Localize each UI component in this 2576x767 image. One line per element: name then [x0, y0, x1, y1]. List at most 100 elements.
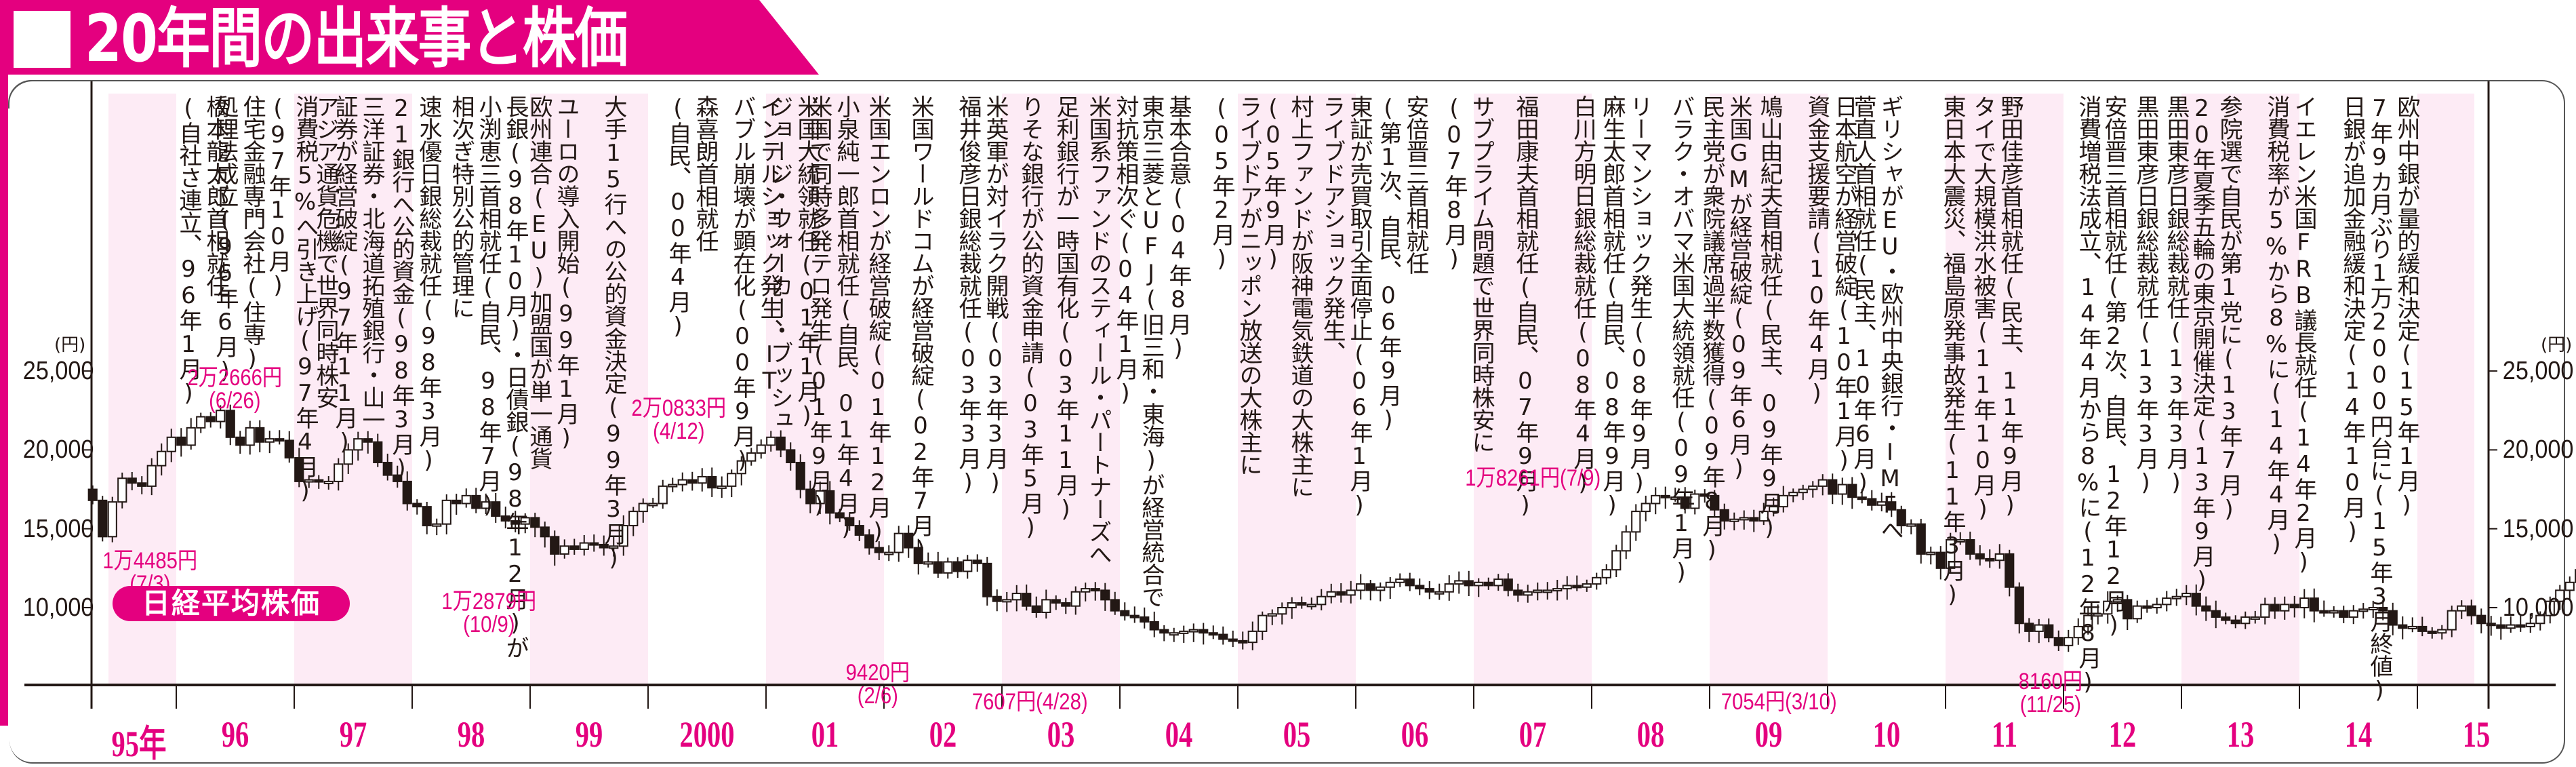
annotation-low02: 9420円 (2/6) — [846, 661, 910, 707]
candle-body — [353, 438, 363, 451]
annotation-value: 9420円 — [845, 660, 910, 686]
candle-body — [1680, 496, 1690, 509]
event-text: 黒田東彦日銀総裁就任(13年3月) — [2132, 95, 2159, 496]
candle-body — [1552, 588, 1563, 592]
candle-body — [874, 547, 884, 553]
candle-body — [540, 526, 550, 538]
candle-body — [1631, 511, 1641, 533]
candle-body — [2191, 593, 2201, 607]
candle-body — [943, 561, 953, 574]
event-line: リーマンショック発生(08年9月) — [1626, 95, 1653, 496]
year-band-2005 — [1238, 94, 1356, 685]
candle-body — [1611, 550, 1622, 571]
candle-body — [2329, 610, 2339, 614]
event-line: 20年夏季五輪の東京開催決定(13年9月) — [2188, 95, 2215, 593]
candle-body — [1120, 610, 1130, 616]
candle-body — [2162, 597, 2172, 606]
candle-body — [727, 473, 737, 487]
candle-body — [1828, 479, 1838, 495]
candle-body — [1287, 602, 1297, 608]
annotation-value: 2万0833円 — [631, 395, 727, 421]
event-line: (05年2月) — [1208, 95, 1235, 272]
event-text: 黒田東彦日銀総裁就任(13年3月) — [2162, 95, 2190, 496]
candle-body — [815, 490, 825, 505]
annotation-high07: 1万8261円(7/9) — [1465, 467, 1601, 490]
candle-body — [1316, 595, 1327, 606]
x-label-07: 07 — [1518, 714, 1547, 755]
candle-body — [1011, 593, 1022, 601]
x-label-99: 99 — [575, 714, 603, 755]
event-line: ジョージ・ウォーカー・ブッシュ — [766, 95, 793, 431]
candle-body — [343, 449, 353, 465]
candle-body — [255, 427, 265, 443]
event-text: 消費増税法成立、14年4月から8%に(12年8月) — [2074, 95, 2101, 695]
candle-body — [717, 485, 727, 489]
candle-body — [117, 477, 127, 503]
candle-body — [963, 559, 973, 572]
candle-body — [1562, 585, 1572, 590]
candle-body — [1699, 493, 1710, 497]
y-tick-right-20000: 20,000 — [2502, 435, 2574, 464]
candle-body — [1729, 518, 1739, 522]
series-legend: 日経平均株価 — [113, 586, 350, 621]
candle-body — [1228, 638, 1238, 642]
candle-body — [992, 595, 1002, 602]
candle-body — [1090, 588, 1100, 592]
candle-body — [1238, 640, 1248, 644]
candle-body — [1474, 581, 1484, 587]
candle-body — [638, 503, 648, 513]
event-line: 欧州連合(EU)加盟国が単一通貨 — [525, 95, 552, 469]
candle-body — [1778, 494, 1788, 508]
event-line: りそな銀行が公的資金申請(03年5月) — [1017, 95, 1044, 540]
x-label-96: 96 — [221, 714, 249, 755]
event-line: (07年8月) — [1441, 95, 1468, 272]
candle-body — [2466, 605, 2476, 616]
candle-body — [1513, 589, 1523, 596]
candle-body — [2250, 616, 2260, 620]
event-text: 鳩山由紀夫首相就任(民主、09年9月) — [1756, 95, 1783, 540]
event-text: 欧州中銀が量的緩和決定(15年1月) 7年9カ月ぶり1万2000円台に(15年3月… — [2366, 95, 2420, 703]
candle-body — [2181, 593, 2192, 597]
candle-body — [1542, 589, 1552, 593]
candle-body — [1817, 479, 1828, 487]
x-label-15: 15 — [2462, 714, 2491, 755]
candle-body — [1641, 503, 1651, 513]
event-line: 対抗策相次ぐ(04年1月) — [1112, 95, 1139, 406]
year-band-2007 — [1474, 94, 1592, 685]
event-line: 東京三菱とUFJ(旧三和・東海)が経営統合で — [1138, 95, 1165, 608]
candle-body — [451, 499, 462, 505]
candle-body — [1887, 501, 1897, 511]
y-tick-right-15000: 15,000 — [2502, 515, 2574, 543]
candle-body — [137, 482, 147, 487]
candle-body — [2555, 589, 2565, 602]
candle-body — [1994, 553, 2005, 562]
candle-body — [1415, 585, 1425, 590]
event-line: アジア通貨危機で世界同時株安 — [312, 95, 339, 408]
event-text: 住宅金融専門会社(住専) 処理法成立(96年6月) — [212, 95, 266, 384]
candle-body — [471, 494, 481, 509]
candle-body — [2024, 623, 2034, 632]
event-line: バブル崩壊が顕在化(00年9月) — [729, 95, 756, 473]
candle-body — [1199, 629, 1209, 634]
candle-body — [196, 416, 206, 429]
year-band-2011 — [1946, 94, 2064, 685]
candle-body — [1582, 583, 1592, 588]
candle-body — [314, 479, 324, 483]
candle-body — [1985, 557, 1995, 562]
candle-body — [1533, 589, 1543, 593]
candle-body — [2545, 600, 2555, 616]
y-tick-left-10000: 10,000 — [22, 593, 94, 622]
candle-body — [1179, 630, 1189, 634]
event-text: 足利銀行が一時国有化(03年11月) — [1052, 95, 1079, 522]
event-line: 小渕恵三首相就任(自民、98年7月) — [475, 95, 502, 518]
candle-body — [1769, 506, 1779, 513]
event-text: 福田康夫首相就任(自民、07年9月) — [1512, 95, 1539, 518]
candle-body — [1041, 599, 1051, 613]
event-line: ギリシャがEU・欧州中央銀行・IMFへ — [1876, 95, 1904, 540]
candle-body — [2457, 605, 2467, 612]
annotation-low09: 7054円(3/10) — [1721, 690, 1837, 713]
candle-body — [786, 449, 796, 464]
event-line: バラク・オバマ米国大統領就任(09年1月) — [1668, 95, 1695, 585]
candle-body — [746, 452, 757, 462]
candle-body — [697, 475, 707, 484]
